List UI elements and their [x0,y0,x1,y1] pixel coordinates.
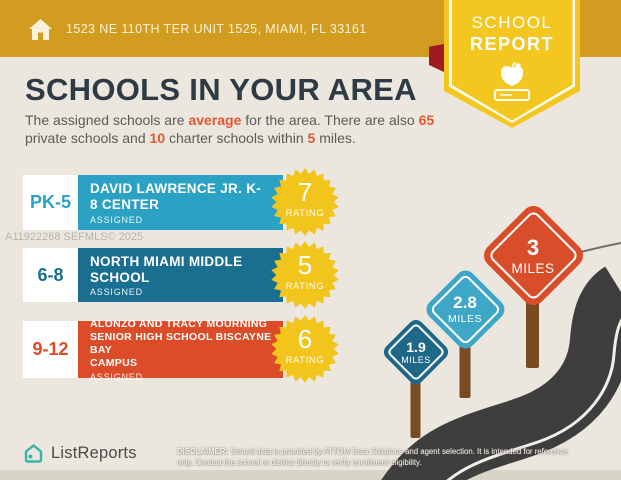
distance-value: 2.8 [453,293,477,312]
distance-value: 3 [526,234,540,260]
school-report-badge: SCHOOL REPORT [444,0,580,128]
distance-unit: MILES [401,355,431,365]
distance-unit: MILES [447,313,482,325]
house-icon [29,18,52,40]
school-row-middle: 6-8 NORTH MIAMI MIDDLE SCHOOL ASSIGNED [23,248,283,302]
brand-name: ListReports [51,444,137,462]
intro-highlight-miles: 5 [307,130,316,147]
school-name: NORTH MIAMI MIDDLE SCHOOL [90,253,243,285]
footer-strip [0,470,621,480]
rating-starburst-middle: 5 RATING [271,241,339,309]
rating-label: RATING [285,281,325,292]
ribbon-fold [429,44,444,72]
grade-range: PK-5 [23,175,78,230]
assignment-status: ASSIGNED [90,371,143,382]
disclaimer-text: DISCLAIMER: School data is provided by A… [177,447,568,468]
intro-text: The assigned schools are average for the… [25,112,435,147]
intro-highlight-private-count: 65 [418,112,435,128]
mls-watermark: A11922268 SEFMLS© 2025 [5,231,144,243]
page-title: SCHOOLS IN YOUR AREA [25,72,417,107]
assignment-status: ASSIGNED [90,287,143,298]
school-name: ALONZO AND TRACY MOURNING SENIOR HIGH SC… [90,318,272,369]
school-name: DAVID LAWRENCE JR. K- 8 CENTER [90,181,262,212]
sign-post-blue [410,380,421,438]
rating-value: 7 [297,177,313,207]
grade-range: 6-8 [23,248,78,302]
rating-value: 5 [297,250,313,280]
listreports-logo: ListReports [23,443,137,464]
badge-line2: REPORT [469,34,554,54]
grade-range: 9-12 [23,321,78,378]
school-row-elementary: PK-5 DAVID LAWRENCE JR. K- 8 CENTER ASSI… [23,175,283,230]
rating-value: 6 [297,324,313,354]
property-address: 1523 NE 110TH TER UNIT 1525, MIAMI, FL 3… [66,21,367,36]
rating-starburst-high: 6 RATING [271,315,339,383]
rating-starburst-elementary: 7 RATING [271,168,339,236]
listreports-house-icon [24,444,43,463]
assignment-status: ASSIGNED [90,214,143,225]
badge-line1: SCHOOL [471,13,553,32]
distance-sign-3-miles: 3 MILES [478,200,588,310]
distance-unit: MILES [511,260,555,276]
disclaimer-label: DISCLAIMER: [177,447,229,456]
rating-label: RATING [285,355,325,366]
school-row-high: 9-12 ALONZO AND TRACY MOURNING SENIOR HI… [23,318,283,382]
rating-label: RATING [285,208,325,219]
apple-on-books-icon [494,62,530,101]
intro-highlight-average: average [188,112,242,128]
intro-highlight-charter-count: 10 [149,130,166,147]
